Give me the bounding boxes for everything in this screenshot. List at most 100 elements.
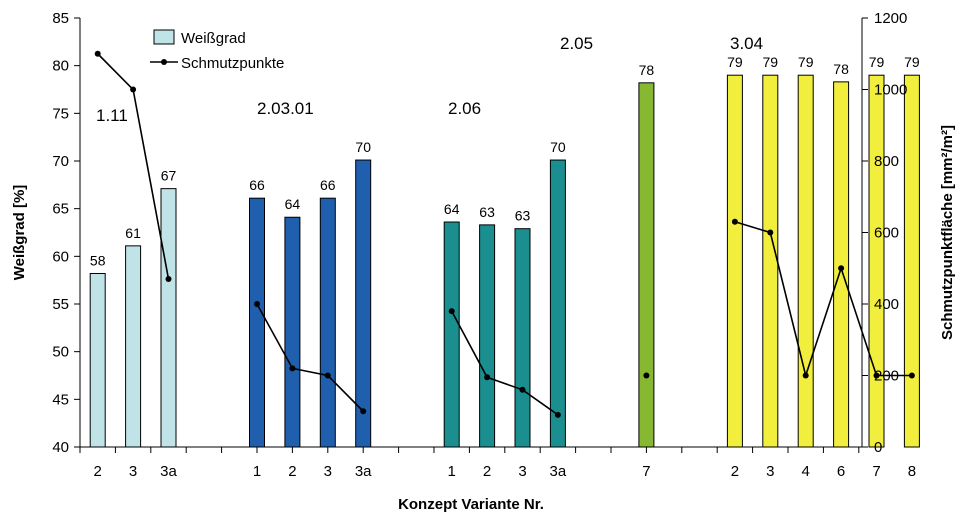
- y-tick-label: 70: [52, 153, 69, 170]
- x-tick-label: 2: [731, 463, 739, 480]
- y-tick-label: 40: [52, 439, 69, 456]
- y2-tick-label: 1000: [874, 82, 907, 99]
- schmutzpunkte-point: [802, 372, 809, 379]
- bar-value-label: 79: [869, 54, 885, 70]
- y-tick-label: 45: [52, 391, 69, 408]
- schmutzpunkte-point: [448, 308, 455, 315]
- schmutzpunkte-point: [484, 374, 491, 381]
- group-labels: 1.11 2.03.01 2.06 2.05 3.04: [96, 34, 763, 125]
- group-label-2.03.01: 2.03.01: [257, 99, 314, 118]
- x-tick-label: 3a: [355, 463, 372, 480]
- bar-2.05-7: [638, 82, 655, 448]
- schmutzpunkte-point: [767, 229, 774, 236]
- x-tick-label: 8: [908, 463, 916, 480]
- schmutzpunkte-line-3.04: [734, 221, 912, 379]
- bar-2.03.01-3a: [355, 159, 372, 448]
- x-tick-label: 7: [642, 463, 650, 480]
- group-label-2.05: 2.05: [560, 34, 593, 53]
- bar-value-label: 79: [904, 54, 920, 70]
- bar-value-label: 70: [550, 139, 566, 155]
- legend-label-schmutzpunkte: Schmutzpunkte: [181, 55, 284, 72]
- schmutzpunkte-point: [731, 218, 738, 225]
- schmutzpunkte-lines: [94, 50, 915, 418]
- x-tick-label: 3: [324, 463, 332, 480]
- bars: [89, 74, 920, 448]
- group-label-3.04: 3.04: [730, 34, 763, 53]
- bar-value-label: 63: [515, 208, 531, 224]
- bar-2.03.01-3: [319, 197, 336, 448]
- bar-labels: 58 61 67 66 64 66 70 64 63 63 70 78 79 79 79 78 79 79: [90, 54, 920, 268]
- bar-value-label: 61: [125, 225, 141, 241]
- x-tick-label: 2: [483, 463, 491, 480]
- x-tick-label: 2: [94, 463, 102, 480]
- bar-3.04-8: [903, 74, 920, 448]
- y2-tick-label: 600: [874, 225, 899, 242]
- bar-1.11-3: [125, 245, 142, 448]
- bar-value-label: 79: [727, 54, 743, 70]
- schmutzpunkte-point: [165, 275, 172, 282]
- schmutzpunkte-point: [838, 265, 845, 272]
- schmutzpunkte-point: [519, 386, 526, 393]
- schmutzpunkte-point: [289, 365, 296, 372]
- x-tick-label: 7: [872, 463, 880, 480]
- bar-value-label: 58: [90, 252, 106, 268]
- y-tick-label: 75: [52, 105, 69, 122]
- x-tick-label: 1: [253, 463, 261, 480]
- bar-2.06-1: [443, 221, 460, 448]
- y2-tick-label: 1200: [874, 10, 907, 27]
- y-axis-title: Weißgrad [%]: [11, 185, 28, 281]
- schmutzpunkte-point: [254, 301, 260, 307]
- schmutzpunkte-point: [554, 411, 561, 418]
- y-tick-label: 55: [52, 296, 69, 313]
- x-tick-label: 3: [129, 463, 137, 480]
- schmutzpunkte-line-2.06: [450, 310, 559, 416]
- bar-value-label: 66: [320, 177, 336, 193]
- bar-value-label: 64: [444, 201, 460, 217]
- schmutzpunkte-point: [324, 372, 331, 379]
- bar-2.03.01-2: [284, 216, 301, 448]
- y2-tick-label: 0: [874, 439, 882, 456]
- bar-2.03.01-1: [249, 197, 265, 448]
- bar-2.06-3: [514, 228, 531, 448]
- bar-3.04-6: [833, 81, 850, 448]
- x-axis-title: Konzept Variante Nr.: [398, 496, 544, 513]
- legend: Weißgrad Schmutzpunkte: [150, 29, 284, 72]
- bar-value-label: 70: [355, 139, 371, 155]
- y2-tick-label: 400: [874, 296, 899, 313]
- x-tick-label: 3a: [550, 463, 567, 480]
- group-label-2.06: 2.06: [448, 99, 481, 118]
- y2-tick-label: 200: [874, 368, 899, 385]
- schmutzpunkte-point: [360, 408, 367, 415]
- bar-value-label: 64: [285, 196, 301, 212]
- x-tick-label: 6: [837, 463, 845, 480]
- group-label-1.11: 1.11: [96, 106, 128, 125]
- bar-value-label: 78: [639, 62, 655, 78]
- schmutzpunkte-line-2.03.01: [256, 303, 364, 412]
- x-tick-label: 3: [766, 463, 774, 480]
- bar-3.04-3: [762, 74, 779, 448]
- bar-value-label: 63: [479, 204, 495, 220]
- axes: 2 3 3a 1 2 3 3a 1 2 3 3a 7 2 3 4 6 7 84045505560657075808…: [52, 10, 916, 480]
- legend-label-weissgrad: Weißgrad: [181, 30, 246, 47]
- x-tick-label: 2: [288, 463, 296, 480]
- bar-3.04-4: [797, 74, 814, 448]
- schmutzpunkte-point: [643, 372, 650, 379]
- bar-3.04-7: [868, 74, 885, 448]
- bar-2.06-3a: [549, 159, 566, 448]
- y-tick-label: 80: [52, 58, 69, 75]
- bar-value-label: 79: [763, 54, 779, 70]
- bar-2.06-2: [479, 224, 496, 448]
- y-tick-label: 85: [52, 10, 69, 27]
- bar-value-label: 78: [833, 61, 849, 77]
- legend-swatch-weissgrad: [153, 29, 175, 45]
- x-tick-label: 3: [518, 463, 526, 480]
- y2-tick-label: 800: [874, 153, 899, 170]
- schmutzpunkte-point: [130, 86, 137, 93]
- y-tick-label: 50: [52, 344, 69, 361]
- bar-value-label: 66: [249, 177, 265, 193]
- schmutzpunkte-point: [94, 50, 101, 57]
- y2-axis-title: Schmutzpunktfläche [mm²/m²]: [939, 125, 956, 340]
- legend-marker-schmutzpunkte: [161, 59, 167, 65]
- bar-3.04-2: [726, 74, 743, 448]
